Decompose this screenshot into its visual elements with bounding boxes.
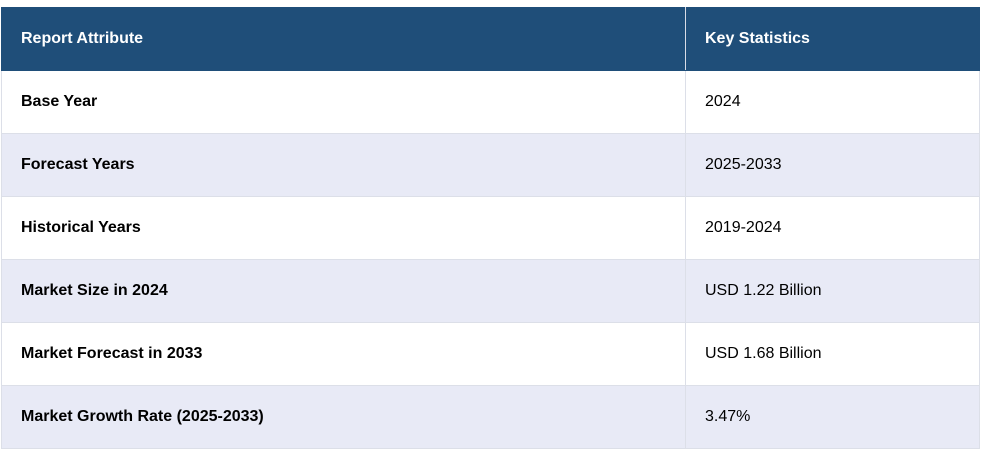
- row-value: USD 1.22 Billion: [685, 259, 980, 323]
- row-value: 3.47%: [685, 385, 980, 449]
- table-row: Historical Years 2019-2024: [1, 196, 980, 260]
- row-attribute: Forecast Years: [1, 133, 686, 197]
- row-value: 2019-2024: [685, 196, 980, 260]
- row-attribute: Market Size in 2024: [1, 259, 686, 323]
- row-attribute: Historical Years: [1, 196, 686, 260]
- row-value: 2025-2033: [685, 133, 980, 197]
- table-body: Base Year 2024 Forecast Years 2025-2033 …: [1, 70, 980, 449]
- row-value: USD 1.68 Billion: [685, 322, 980, 386]
- report-table-container: Report Attribute Key Statistics Base Yea…: [1, 7, 980, 449]
- table-row: Market Size in 2024 USD 1.22 Billion: [1, 259, 980, 323]
- row-value: 2024: [685, 70, 980, 134]
- header-key-statistics: Key Statistics: [685, 7, 980, 71]
- table-row: Market Growth Rate (2025-2033) 3.47%: [1, 385, 980, 449]
- table-header: Report Attribute Key Statistics: [1, 7, 980, 71]
- table-row: Market Forecast in 2033 USD 1.68 Billion: [1, 322, 980, 386]
- header-report-attribute: Report Attribute: [1, 7, 686, 71]
- table-row: Forecast Years 2025-2033: [1, 133, 980, 197]
- row-attribute: Base Year: [1, 70, 686, 134]
- header-row: Report Attribute Key Statistics: [1, 7, 980, 71]
- report-attributes-table: Report Attribute Key Statistics Base Yea…: [1, 7, 980, 449]
- row-attribute: Market Growth Rate (2025-2033): [1, 385, 686, 449]
- table-row: Base Year 2024: [1, 70, 980, 134]
- row-attribute: Market Forecast in 2033: [1, 322, 686, 386]
